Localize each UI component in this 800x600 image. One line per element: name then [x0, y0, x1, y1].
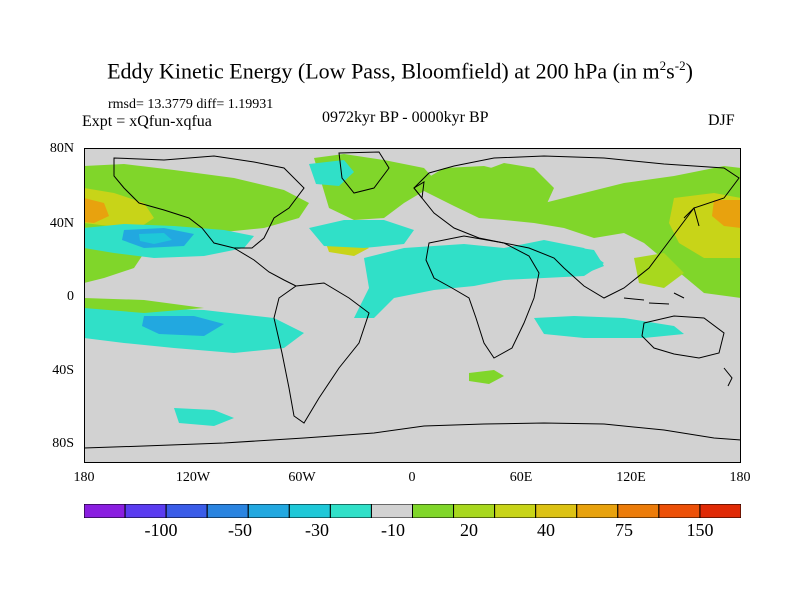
lat-label-0: 0 [67, 289, 74, 304]
colorbar [84, 504, 741, 518]
field-orange-west-pacific [84, 198, 109, 223]
lon-label-120w: 120W [175, 470, 211, 485]
colorbar-box [453, 504, 496, 518]
rmsd-diff-stats: rmsd= 13.3779 diff= 1.19931 [108, 97, 274, 112]
coast-south-america [273, 282, 370, 424]
colorbar-box [535, 504, 578, 518]
field-green-eurasia [414, 166, 741, 298]
field-teal-north-pacific [139, 233, 172, 244]
colorbar-box [247, 504, 290, 518]
coast-antarctica [84, 422, 741, 449]
colorbar-label: 40 [537, 520, 555, 540]
colorbar-box [165, 504, 208, 518]
lon-label-0: 0 [408, 470, 416, 485]
colorbar-label: -30 [305, 520, 329, 540]
colorbar-box [699, 504, 741, 518]
colorbar-box [84, 504, 126, 518]
colorbar-box [288, 504, 331, 518]
coast-indonesia [623, 292, 685, 305]
eke-map [84, 148, 741, 463]
colorbar-label: 150 [686, 520, 714, 540]
lon-label-180e: 180 [729, 470, 751, 485]
colorbar-label: 20 [460, 520, 478, 540]
lon-label-60e: 60E [509, 470, 533, 485]
colorbar-box [576, 504, 619, 518]
field-orange-east-pacific [712, 200, 741, 228]
coast-japan [683, 207, 700, 227]
map-frame [84, 148, 741, 463]
field-green-south-pacific [84, 298, 204, 313]
coast-north-america [113, 155, 305, 249]
lon-label-60w: 60W [288, 470, 316, 485]
lat-label-80n: 80N [49, 141, 74, 156]
field-cyan-subtropical-atlantic [309, 220, 414, 248]
figure-title: Eddy Kinetic Energy (Low Pass, Bloomfiel… [107, 58, 693, 84]
colorbar-label: 75 [615, 520, 633, 540]
coast-uk [413, 181, 425, 200]
field-blue-south-pacific [142, 316, 224, 336]
field-cyan-indian-ocean [534, 316, 684, 338]
colorbar-box [370, 504, 414, 518]
colorbar-box [412, 504, 455, 518]
colorbar-label: -50 [228, 520, 252, 540]
colorbar-box [329, 504, 372, 518]
coast-central-america [233, 247, 297, 287]
field-cyan-southern-ocean [174, 408, 234, 426]
coast-africa [425, 235, 540, 359]
lat-label-80s: 80S [52, 436, 74, 451]
colorbar-label: -100 [144, 520, 178, 540]
coast-greenland [338, 151, 390, 194]
colorbar-label: -10 [381, 520, 405, 540]
season-label: DJF [708, 112, 735, 129]
lat-label-40n: 40N [49, 216, 74, 231]
colorbar-box [124, 504, 167, 518]
colorbar-box [494, 504, 537, 518]
coast-new-zealand [723, 367, 733, 387]
coastlines [84, 151, 741, 449]
experiment-label: Expt = xQfun-xqfua [82, 113, 212, 130]
lon-label-120e: 120E [616, 470, 646, 485]
period-label: 0972kyr BP - 0000kyr BP [322, 109, 489, 126]
lat-label-40s: 40S [52, 363, 74, 378]
colorbar-box [617, 504, 660, 518]
field-lightgreen-east-pacific [634, 253, 684, 288]
field-green-southern-atlantic [469, 370, 504, 384]
lon-label-180w: 180 [73, 470, 95, 485]
colorbar-box [206, 504, 249, 518]
coast-australia [641, 315, 725, 359]
colorbar-box [658, 504, 701, 518]
